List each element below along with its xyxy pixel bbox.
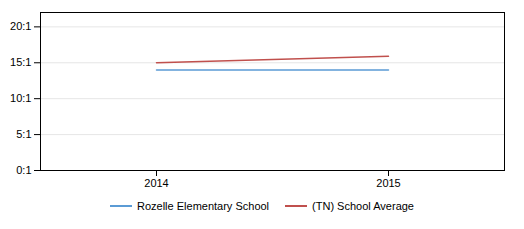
svg-text:2015: 2015 (376, 177, 400, 189)
svg-text:20:1: 20:1 (10, 20, 31, 32)
svg-text:10:1: 10:1 (10, 92, 31, 104)
svg-text:15:1: 15:1 (10, 56, 31, 68)
html-text:(TN) School Average: (TN) School Average (312, 200, 414, 212)
svg-text:2014: 2014 (144, 177, 168, 189)
svg-text:0:1: 0:1 (16, 164, 31, 176)
svg-text:5:1: 5:1 (16, 128, 31, 140)
html-text:Rozelle Elementary School: Rozelle Elementary School (137, 200, 270, 212)
